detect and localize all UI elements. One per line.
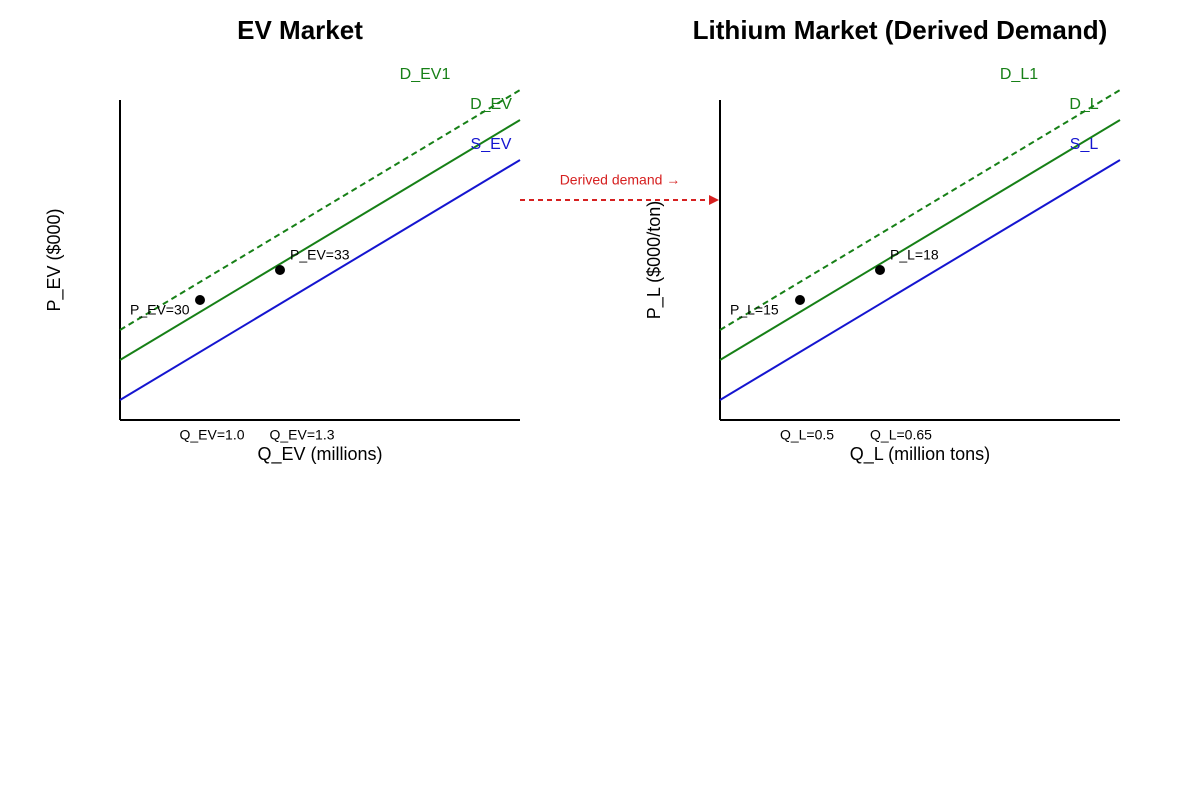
supply-curve [119,159,521,401]
y-axis-label: P_L ($000/ton) [644,201,665,319]
quantity-label: Q_EV=1.0 [180,427,245,443]
curve-label: S_EV [471,136,512,153]
curve-label: D_EV1 [400,66,451,83]
price-label: P_L=15 [730,302,779,318]
ev-panel: EV Market P_EV ($000) Q_EV (millions) D_… [44,15,521,465]
x-axis-label: Q_EV (millions) [257,444,382,465]
curve-label: D_L [1069,96,1098,113]
lithium-panel: Lithium Market (Derived Demand) P_L ($00… [644,15,1121,465]
y-axis-label: P_EV ($000) [44,208,65,311]
curve-label: S_L [1070,136,1099,153]
price-label: P_EV=33 [290,247,350,263]
equilibrium-point [875,265,885,275]
curve-label: D_EV [470,96,512,113]
price-label: P_EV=30 [130,302,190,318]
demand-curve [719,119,1121,361]
quantity-label: Q_L=0.65 [870,427,932,443]
price-label: P_L=18 [890,247,939,263]
supply-curve [719,159,1121,401]
shifted-demand-curve [119,89,521,331]
curve-label: D_L1 [1000,66,1038,83]
demand-curve [119,119,521,361]
equilibrium-point [275,265,285,275]
quantity-label: Q_L=0.5 [780,427,834,443]
panel-title: EV Market [237,15,363,45]
quantity-label: Q_EV=1.3 [270,427,335,443]
link-arrow: Derived demand → [520,172,719,205]
arrow-label: Derived demand → [560,172,681,188]
x-axis-label: Q_L (million tons) [850,444,990,465]
equilibrium-point [795,295,805,305]
panel-title: Lithium Market (Derived Demand) [693,15,1108,45]
equilibrium-point [195,295,205,305]
shifted-demand-curve [719,89,1121,331]
